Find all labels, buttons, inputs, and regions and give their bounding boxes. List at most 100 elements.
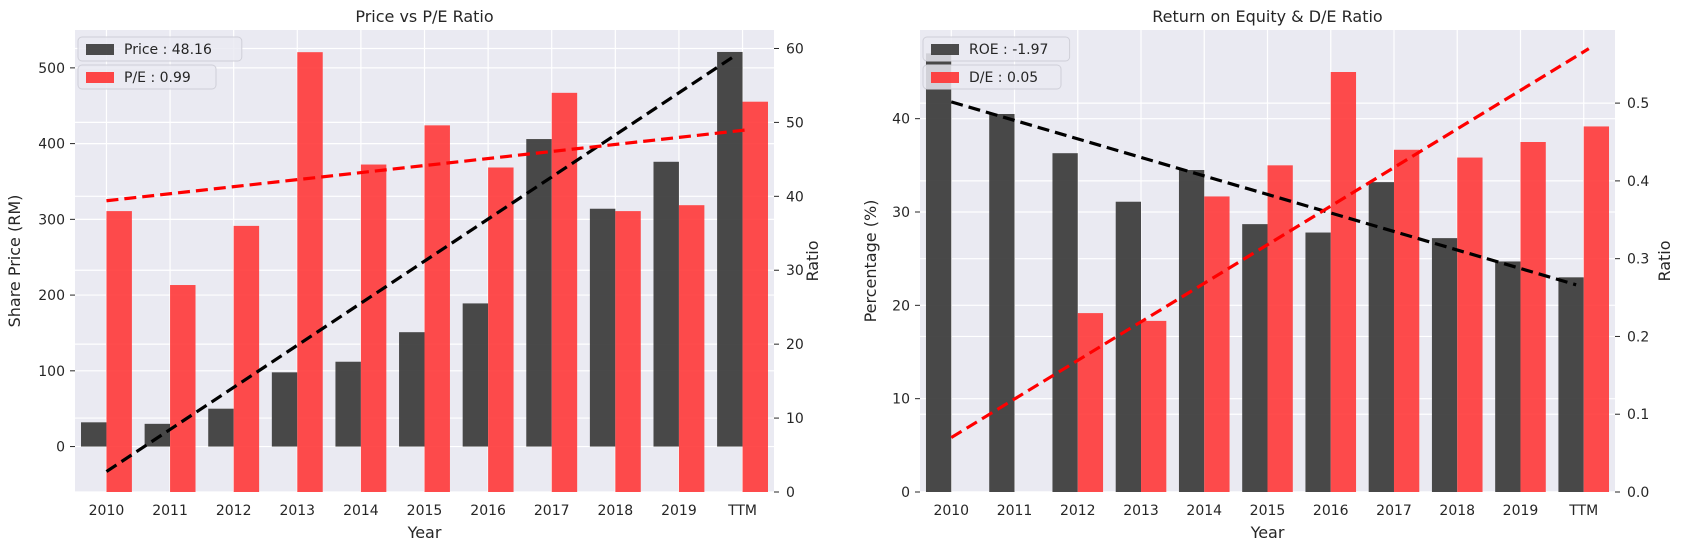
y-right-tick-label: 0.1 xyxy=(1627,407,1649,423)
y-axis-label: Percentage (%) xyxy=(861,200,880,323)
bar-de xyxy=(1393,149,1420,492)
legend-swatch xyxy=(86,72,114,83)
bar-de xyxy=(1077,313,1104,492)
x-tick-label: 2017 xyxy=(1376,503,1412,519)
bar-de xyxy=(1457,157,1483,493)
bar-de xyxy=(1520,142,1546,492)
legend-swatch xyxy=(931,72,959,83)
legend-item: Price : 48.16 xyxy=(77,36,243,62)
y-axis-label: Share Price (RM) xyxy=(5,195,24,328)
y-right-tick-label: 0.0 xyxy=(1627,485,1649,501)
bar-roe xyxy=(1052,153,1078,492)
y-tick-label: 400 xyxy=(38,137,65,153)
x-axis-label: Year xyxy=(1250,523,1285,542)
bar-roe xyxy=(1178,170,1205,492)
x-tick-label: 2010 xyxy=(89,503,125,519)
bar-price xyxy=(717,51,743,447)
x-tick-label: 2019 xyxy=(1503,503,1539,519)
legend-item: P/E : 0.99 xyxy=(77,64,217,90)
x-tick-label: 2014 xyxy=(343,503,379,519)
x-tick-label: 2011 xyxy=(997,503,1033,519)
trend-line-left xyxy=(950,100,1577,287)
y-tick-label: 10 xyxy=(892,392,910,408)
legend-label: D/E : 0.05 xyxy=(969,70,1038,86)
legend-box xyxy=(77,36,243,62)
trend-line-right xyxy=(950,47,1590,439)
x-tick-label: TTM xyxy=(1568,503,1598,519)
x-tick-label: 2013 xyxy=(1123,503,1159,519)
bar-price xyxy=(335,361,361,447)
y-tick-label: 40 xyxy=(892,112,910,128)
legend-item: ROE : -1.97 xyxy=(922,36,1071,62)
legend-swatch xyxy=(931,44,959,55)
x-tick-label: 2011 xyxy=(152,503,188,519)
bar-pe xyxy=(551,92,578,492)
y-right-tick-label: 60 xyxy=(786,41,804,57)
bar-roe xyxy=(1115,201,1142,492)
y-tick-label: 20 xyxy=(892,298,910,314)
y-tick-label: 0 xyxy=(901,485,910,501)
chart-1: 2010 2011 2012 2013 2014 2015 2016 2017 2018 2019… xyxy=(5,7,822,542)
x-tick-label: 2012 xyxy=(1060,503,1096,519)
y-tick-label: 100 xyxy=(38,364,65,380)
bar-pe xyxy=(615,211,641,492)
x-axis-label: Year xyxy=(407,523,442,542)
bar-roe xyxy=(925,53,952,492)
y-tick-label: 200 xyxy=(38,288,65,304)
bar-roe xyxy=(1305,232,1331,493)
y-tick-label: 300 xyxy=(38,212,65,228)
bar-pe xyxy=(233,225,260,492)
y-tick-label: 30 xyxy=(892,205,910,221)
y-right-tick-label: 20 xyxy=(786,337,804,353)
y-right-tick-label: 0.2 xyxy=(1627,329,1649,345)
bar-price xyxy=(208,408,234,447)
bar-price xyxy=(462,303,489,447)
x-tick-label: 2016 xyxy=(1313,503,1349,519)
x-tick-label: 2015 xyxy=(407,503,443,519)
bar-price xyxy=(653,161,679,447)
x-tick-label: 2016 xyxy=(470,503,506,519)
bar-de xyxy=(1267,165,1293,493)
bar-price xyxy=(526,139,552,447)
bar-price xyxy=(271,372,298,447)
bar-price xyxy=(589,208,616,447)
bar-pe xyxy=(424,125,450,492)
bar-roe xyxy=(1431,238,1458,492)
y-right-axis-label: Ratio xyxy=(803,240,822,281)
legend-label: P/E : 0.99 xyxy=(124,70,191,86)
bar-de xyxy=(1141,320,1167,492)
y-right-tick-label: 0 xyxy=(786,485,795,501)
x-tick-label: TTM xyxy=(727,503,757,519)
y-right-tick-label: 10 xyxy=(786,411,804,427)
bar-pe xyxy=(742,101,768,493)
x-tick-label: 2018 xyxy=(598,503,634,519)
x-tick-label: 2013 xyxy=(279,503,315,519)
legend-label: Price : 48.16 xyxy=(124,42,212,58)
y-right-tick-label: 50 xyxy=(786,115,804,131)
bar-pe xyxy=(488,167,514,492)
y-right-tick-label: 0.3 xyxy=(1627,252,1649,268)
legend-swatch xyxy=(86,44,114,55)
bar-de xyxy=(1204,196,1230,492)
bar-pe xyxy=(360,164,387,492)
bar-de xyxy=(1330,72,1357,492)
bar-roe xyxy=(1495,261,1521,492)
chart-title: Price vs P/E Ratio xyxy=(355,7,493,26)
y-right-axis-label: Ratio xyxy=(1655,240,1674,281)
bar-pe xyxy=(678,205,705,492)
bar-price xyxy=(81,422,107,447)
bar-roe xyxy=(1558,277,1584,492)
bar-pe xyxy=(106,211,132,492)
chart-2: 2010 2011 2012 2013 2014 2015 2016 2017 2018 2019… xyxy=(861,7,1674,542)
legend-label: ROE : -1.97 xyxy=(969,42,1048,58)
x-tick-label: 2018 xyxy=(1439,503,1475,519)
y-right-tick-label: 40 xyxy=(786,189,804,205)
bar-pe xyxy=(170,285,196,492)
y-right-tick-label: 30 xyxy=(786,263,804,279)
x-tick-label: 2017 xyxy=(534,503,570,519)
y-right-tick-label: 0.5 xyxy=(1627,96,1649,112)
chart-title: Return on Equity & D/E Ratio xyxy=(1152,7,1382,26)
bar-pe xyxy=(297,52,323,493)
